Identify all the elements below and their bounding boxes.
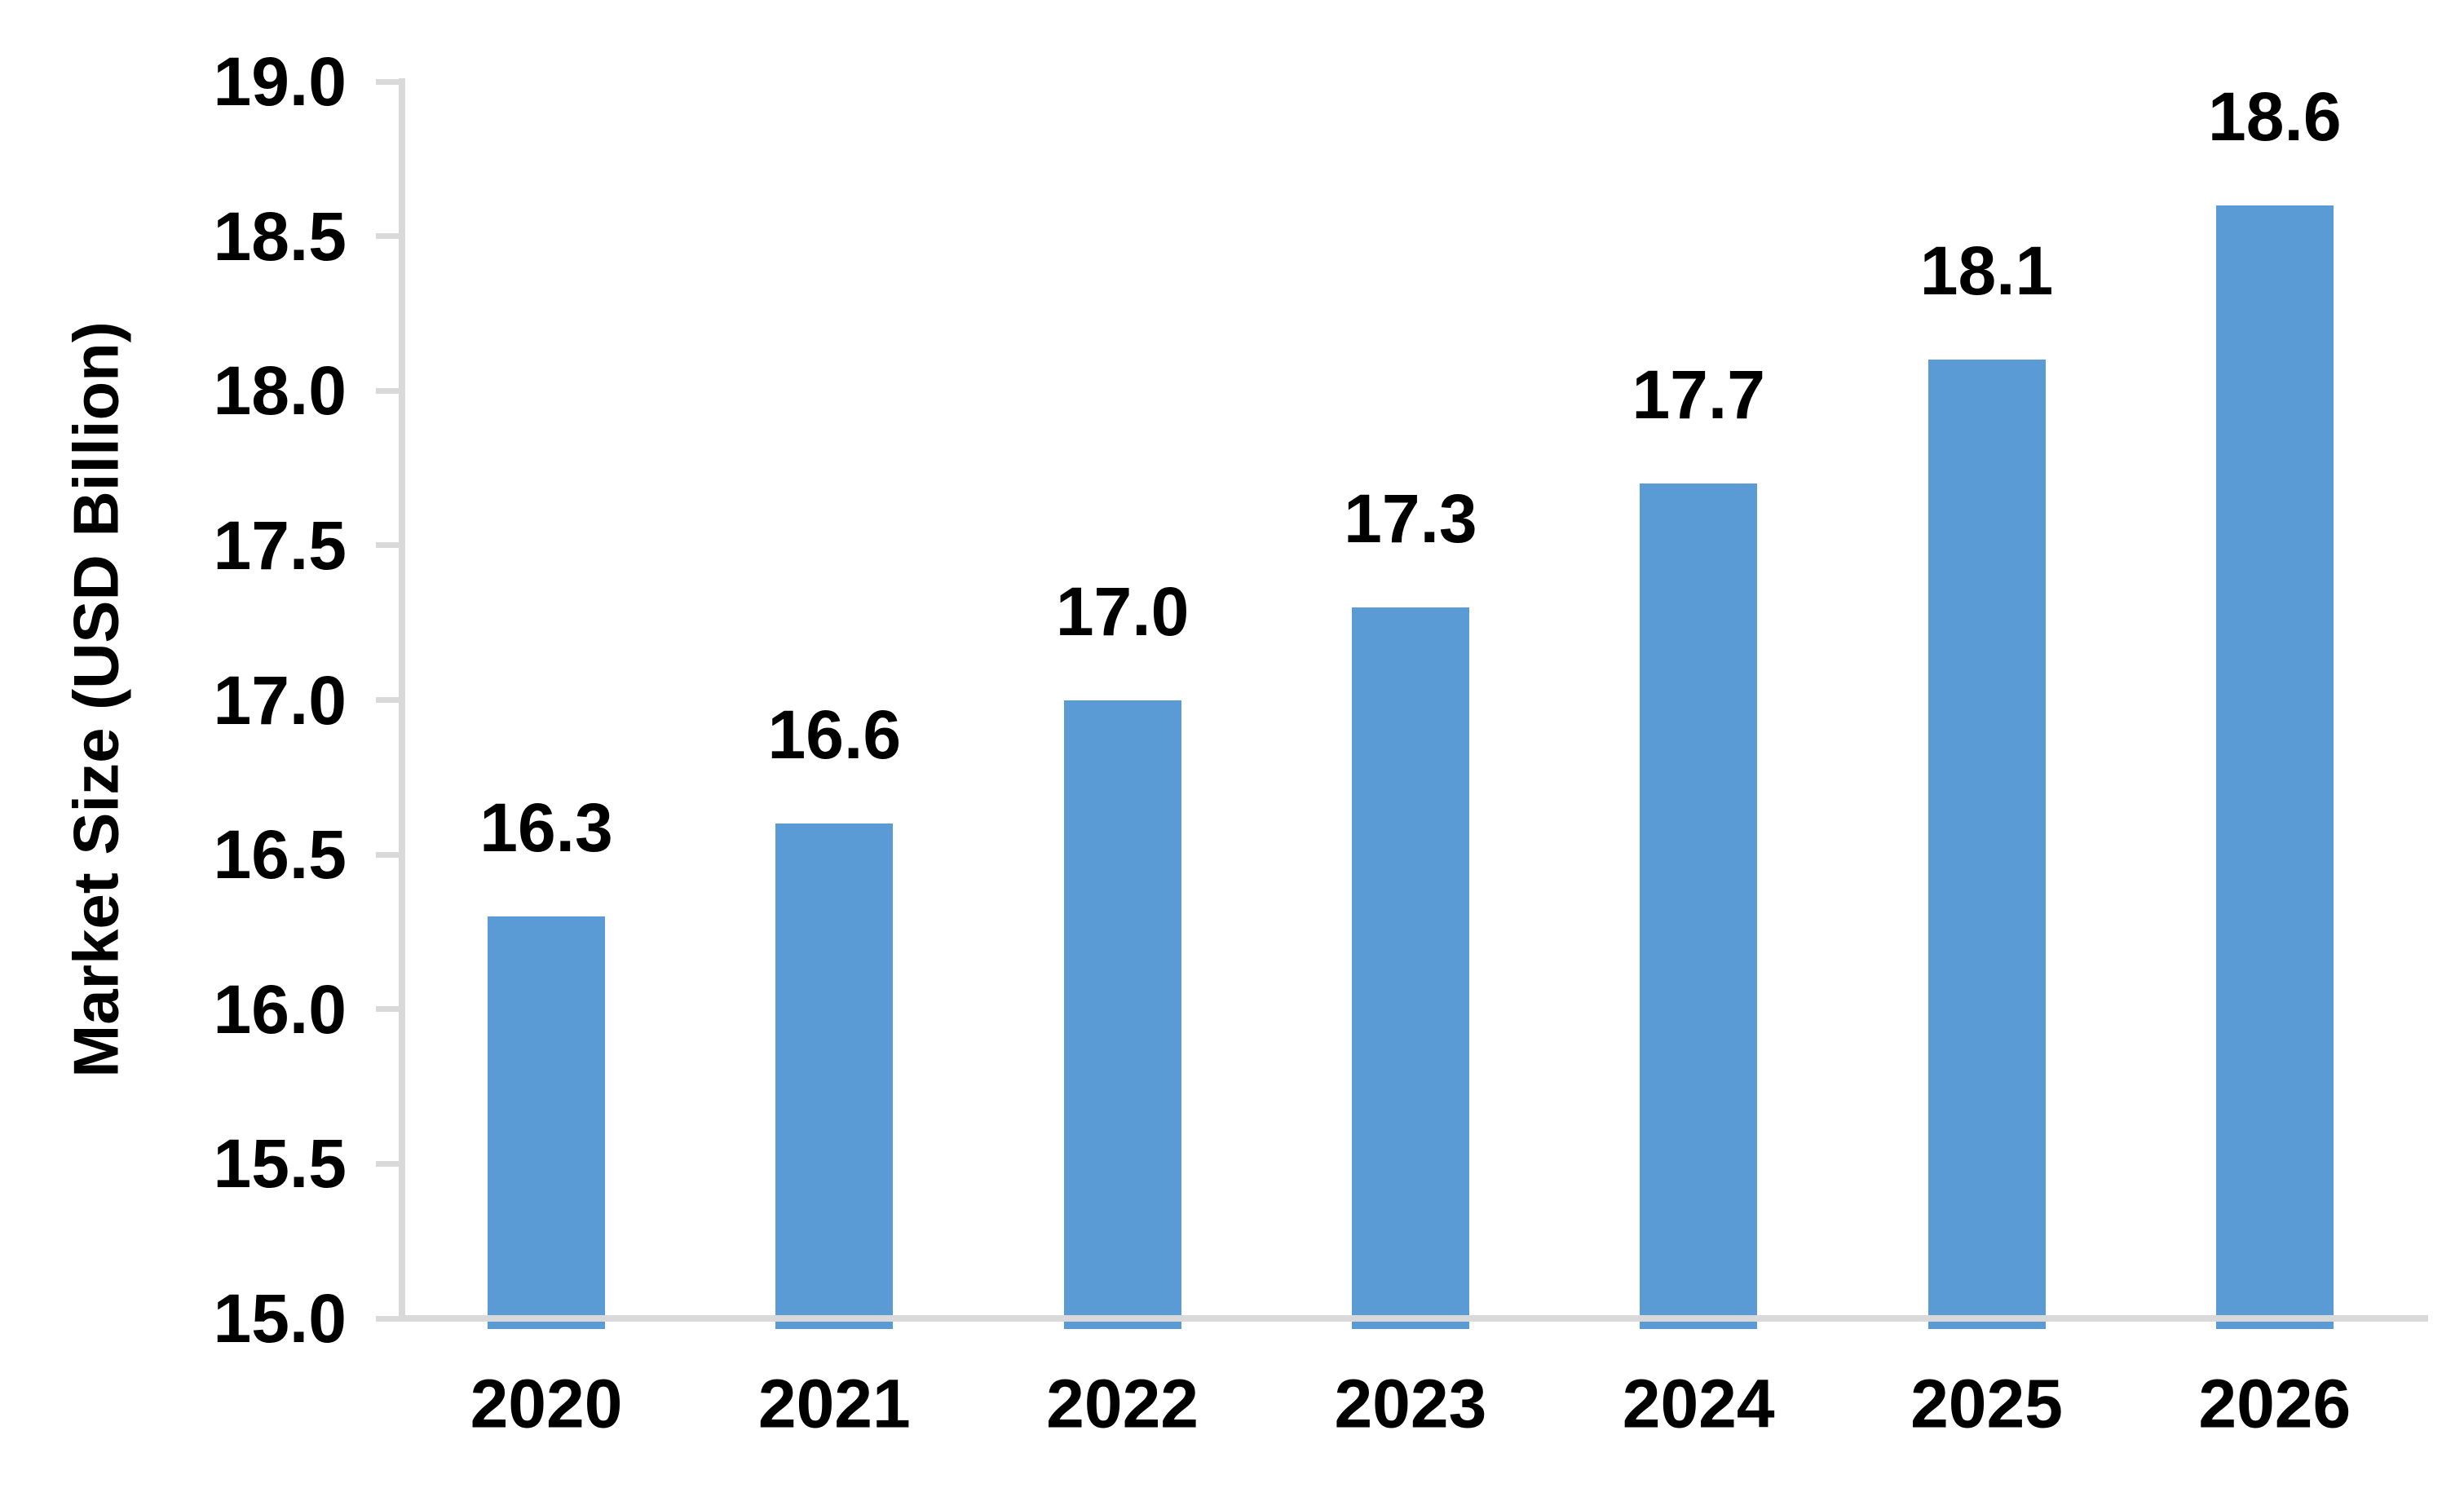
y-tick-mark	[376, 387, 399, 394]
data-label-2024: 17.7	[1632, 356, 1765, 434]
x-axis-line	[399, 1315, 2428, 1322]
data-label-2026: 18.6	[2208, 77, 2342, 155]
bar-2022	[1063, 700, 1181, 1329]
data-label-2022: 17.0	[1055, 572, 1190, 650]
bar-2026	[2215, 205, 2334, 1329]
data-label-2023: 17.3	[1344, 479, 1477, 557]
x-tick-label-2020: 2020	[470, 1365, 623, 1442]
bar-2020	[488, 916, 605, 1329]
x-tick-label-2021: 2021	[757, 1365, 911, 1442]
y-tick-mark	[376, 1315, 399, 1322]
x-tick-label-2026: 2026	[2198, 1365, 2351, 1442]
y-tick-label: 18.0	[213, 352, 347, 430]
y-tick-mark	[376, 78, 399, 85]
y-tick-label: 15.0	[213, 1280, 347, 1357]
bar-2023	[1351, 607, 1469, 1329]
y-tick-label: 17.0	[213, 661, 347, 739]
data-label-2025: 18.1	[1919, 232, 2054, 310]
y-tick-label: 15.5	[213, 1125, 347, 1203]
x-tick-label-2022: 2022	[1046, 1365, 1199, 1442]
y-tick-mark	[376, 851, 399, 858]
y-tick-label: 16.0	[213, 970, 347, 1048]
y-tick-label: 19.0	[213, 43, 347, 120]
y-tick-mark	[376, 233, 399, 240]
y-tick-label: 18.5	[213, 197, 347, 275]
x-tick-label-2024: 2024	[1622, 1365, 1775, 1442]
y-tick-mark	[376, 1006, 399, 1013]
y-tick-label: 16.5	[213, 816, 347, 894]
data-label-2021: 16.6	[767, 696, 902, 774]
y-tick-mark	[376, 542, 399, 549]
y-tick-mark	[376, 697, 399, 703]
x-tick-label-2025: 2025	[1910, 1365, 2063, 1442]
x-tick-label-2023: 2023	[1334, 1365, 1487, 1442]
bar-2024	[1640, 483, 1758, 1329]
y-tick-label: 17.5	[213, 506, 347, 584]
bar-2021	[775, 823, 894, 1329]
data-label-2020: 16.3	[479, 788, 613, 866]
y-axis-line	[399, 78, 405, 1322]
y-axis-title: Market Size (USD Billion)	[60, 321, 132, 1078]
y-tick-mark	[376, 1160, 399, 1167]
bar-2025	[1927, 360, 2046, 1329]
